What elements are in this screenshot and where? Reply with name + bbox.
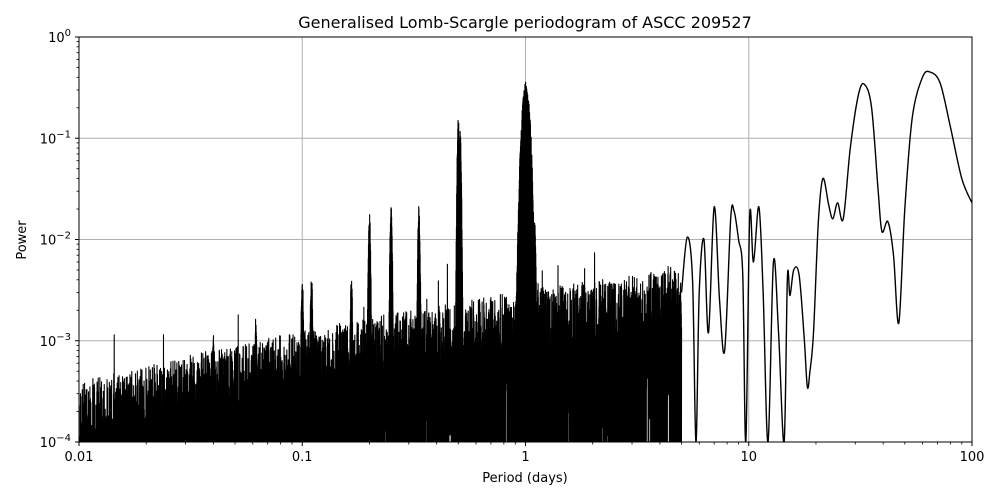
y-tick-label: 100 [48,28,71,46]
y-tick-label: 10−2 [40,231,71,249]
x-tick-label: 0.1 [292,450,313,465]
x-tick-label: 0.01 [65,450,94,465]
x-tick-label: 1 [521,450,529,465]
periodogram-line-long-period [680,70,972,442]
x-axis-ticks: 0.01 0.1 1 10 100 [65,442,985,465]
y-axis-ticks: 100 10−1 10−2 10−3 10−4 [40,28,79,451]
x-tick-label: 10 [740,450,757,465]
y-tick-label: 10−3 [40,332,71,350]
y-tick-label: 10−1 [40,129,71,147]
y-tick-label: 10−4 [40,433,71,451]
x-tick-label: 100 [960,450,985,465]
chart-title: Generalised Lomb-Scargle periodogram of … [298,13,752,32]
y-axis-label: Power [15,220,30,260]
periodogram-line [79,81,683,442]
plot-area [79,70,972,442]
x-axis-label: Period (days) [482,471,568,486]
